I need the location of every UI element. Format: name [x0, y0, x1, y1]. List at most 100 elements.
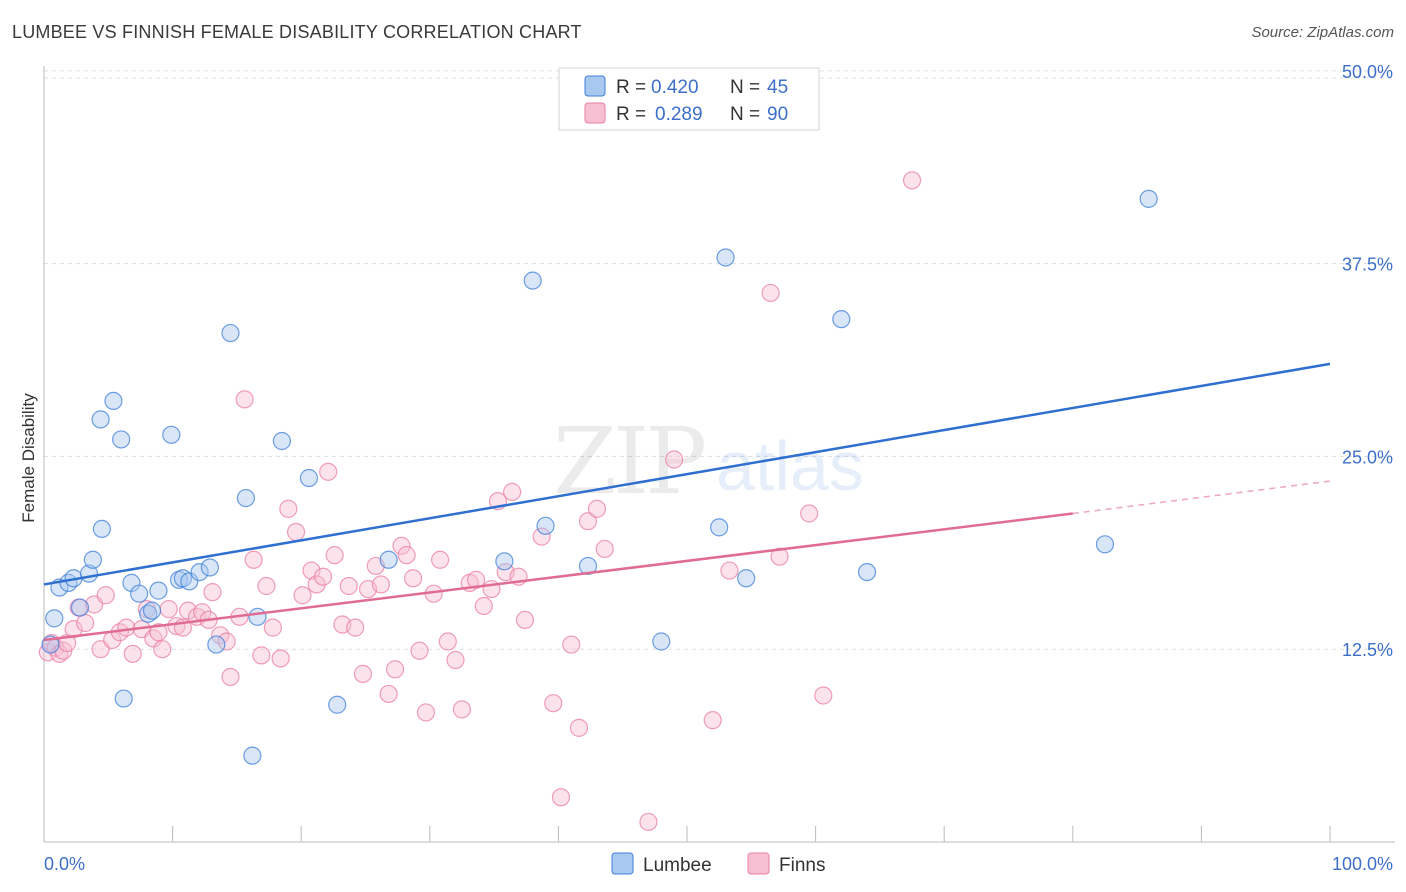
legend-lumbee-r-label: R =	[616, 77, 646, 98]
legend: R = 0.420 N = 45 R = 0.289 N = 90	[558, 67, 820, 131]
data-point-lumbee	[221, 323, 240, 343]
x-tick-label: 0.0%	[44, 854, 85, 874]
data-point-lumbee	[190, 562, 209, 582]
data-point-finns	[720, 561, 739, 580]
y-axis-label: Female Disability	[19, 393, 38, 523]
data-point-lumbee	[652, 632, 671, 651]
data-point-finns	[397, 546, 416, 565]
data-point-finns	[167, 616, 186, 636]
data-point-finns	[379, 684, 398, 704]
data-point-finns	[446, 650, 465, 670]
legend-swatch-lumbee	[584, 75, 606, 97]
legend-finns-r-value: 0.289	[655, 104, 703, 125]
data-point-finns	[800, 504, 819, 523]
chart-title: LUMBEE VS FINNISH FEMALE DISABILITY CORR…	[12, 22, 582, 42]
data-point-lumbee	[83, 550, 102, 569]
data-point-lumbee	[710, 518, 729, 537]
data-point-finns	[562, 635, 581, 654]
data-point-lumbee	[207, 635, 226, 654]
data-point-finns	[665, 450, 684, 469]
data-point-finns	[551, 788, 571, 807]
data-point-finns	[339, 576, 358, 596]
data-point-lumbee	[162, 425, 181, 444]
data-point-finns	[325, 546, 344, 565]
data-point-lumbee	[149, 581, 168, 600]
bottom-legend-swatch-finns	[747, 852, 770, 875]
x-tick-label: 100.0%	[1332, 854, 1393, 874]
data-point-finns	[392, 536, 411, 555]
data-point-lumbee	[1095, 535, 1115, 554]
data-point-lumbee	[114, 689, 133, 708]
data-point-lumbee	[142, 601, 162, 620]
y-tick-label: 12.5%	[1342, 640, 1393, 660]
data-point-finns	[319, 462, 338, 481]
x-axis-tick-labels: 0.0% 100.0%	[44, 854, 1393, 874]
data-point-finns	[438, 632, 457, 651]
source-label: Source: ZipAtlas.com	[1251, 24, 1394, 41]
data-point-finns	[371, 575, 391, 594]
data-point-lumbee	[857, 562, 877, 582]
data-point-finns	[123, 644, 142, 663]
data-point-finns	[902, 171, 922, 190]
data-point-lumbee	[832, 310, 851, 329]
data-point-finns	[503, 482, 522, 501]
data-point-lumbee	[112, 430, 131, 449]
data-point-lumbee	[200, 558, 219, 577]
data-point-finns	[416, 703, 436, 722]
data-point-finns	[587, 499, 607, 518]
data-point-finns	[313, 567, 333, 586]
data-point-finns	[770, 547, 789, 566]
data-point-lumbee	[248, 607, 267, 626]
data-point-finns	[286, 522, 306, 542]
data-point-finns	[159, 600, 178, 619]
data-point-lumbee	[236, 488, 256, 508]
data-point-lumbee	[379, 550, 398, 569]
data-point-finns	[221, 667, 240, 687]
trendline-finns-extrapolated	[1072, 480, 1331, 515]
data-point-lumbee	[737, 569, 756, 588]
legend-finns-n-label: N =	[730, 104, 760, 125]
bottom-legend-finns: Finns	[779, 855, 825, 876]
data-point-finns	[153, 640, 172, 659]
data-point-finns	[235, 390, 254, 409]
legend-finns-n-value: 90	[767, 104, 788, 125]
data-point-finns	[466, 570, 486, 589]
data-point-lumbee	[328, 695, 347, 714]
data-point-lumbee	[1139, 189, 1158, 208]
data-point-finns	[293, 586, 312, 605]
data-point-finns	[279, 499, 298, 518]
data-point-finns	[595, 539, 614, 559]
data-point-lumbee	[130, 584, 149, 603]
data-point-lumbee	[536, 516, 555, 535]
data-point-finns	[64, 620, 83, 639]
data-point-lumbee	[91, 410, 110, 429]
y-tick-label: 50.0%	[1342, 62, 1393, 82]
data-point-finns	[544, 694, 563, 713]
legend-lumbee-n-label: N =	[730, 77, 760, 98]
bottom-legend-lumbee: Lumbee	[643, 855, 712, 876]
data-point-lumbee	[299, 468, 319, 488]
data-point-finns	[515, 610, 535, 630]
data-point-finns	[474, 596, 493, 616]
data-point-lumbee	[180, 572, 199, 591]
bottom-legend-swatch-lumbee	[611, 852, 634, 875]
y-tick-label: 25.0%	[1342, 447, 1393, 467]
data-point-finns	[178, 601, 198, 620]
data-point-finns	[430, 550, 450, 569]
legend-lumbee-r-value: 0.420	[651, 77, 699, 98]
data-point-finns	[117, 618, 136, 637]
y-tick-label: 37.5%	[1342, 255, 1393, 275]
data-point-finns	[410, 641, 429, 660]
data-point-lumbee	[578, 556, 598, 576]
data-point-finns	[76, 613, 95, 633]
data-point-lumbee	[70, 598, 90, 617]
data-point-finns	[217, 632, 236, 651]
axes	[43, 66, 1395, 843]
data-point-finns	[532, 527, 551, 546]
data-point-finns	[403, 569, 423, 588]
data-point-finns	[761, 283, 780, 303]
data-point-finns	[149, 623, 168, 642]
data-point-lumbee	[272, 431, 292, 451]
x-axis-ticks	[172, 826, 1331, 842]
